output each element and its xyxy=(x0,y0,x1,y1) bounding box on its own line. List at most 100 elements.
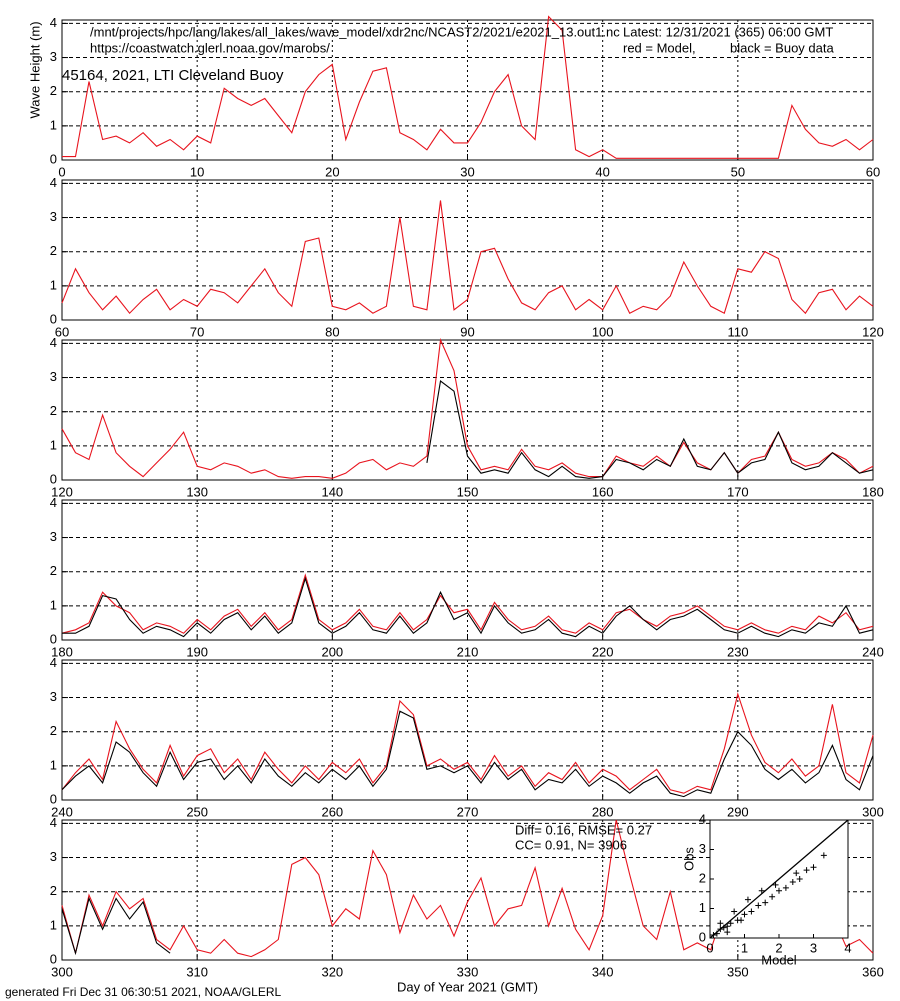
x-tick-label: 150 xyxy=(457,484,479,499)
y-tick-label: 0 xyxy=(699,929,706,944)
stat-annotation: CC= 0.91, N= 3906 xyxy=(515,837,627,852)
series-line xyxy=(61,710,874,798)
x-tick-label: 110 xyxy=(727,324,748,339)
x-tick-label: 350 xyxy=(727,964,749,979)
series-line xyxy=(61,200,874,315)
x-tick-label: 240 xyxy=(51,804,73,819)
x-tick-label: 330 xyxy=(457,964,479,979)
x-tick-label: 230 xyxy=(727,644,749,659)
footer: generated Fri Dec 31 06:30:51 2021, NOAA… xyxy=(5,985,281,999)
y-tick-label: 1 xyxy=(50,277,57,292)
scatter-point xyxy=(758,887,765,894)
scatter-point xyxy=(720,924,727,931)
x-tick-label: 70 xyxy=(190,324,204,339)
x-tick-label: 20 xyxy=(325,164,339,179)
y-tick-label: 1 xyxy=(50,917,57,932)
x-tick-label: 360 xyxy=(862,964,884,979)
x-tick-label: 40 xyxy=(595,164,609,179)
scatter-point xyxy=(776,887,782,894)
y-axis-label: Obs xyxy=(681,847,696,871)
x-tick-label: 260 xyxy=(321,804,343,819)
y-tick-label: 4 xyxy=(50,175,57,190)
y-tick-label: 1 xyxy=(50,117,57,132)
y-tick-label: 4 xyxy=(50,15,57,30)
scatter-point xyxy=(782,884,789,891)
x-tick-label: 1 xyxy=(741,940,748,955)
x-axis-label: Model xyxy=(761,952,797,967)
scatter-point xyxy=(731,908,738,915)
y-tick-label: 0 xyxy=(50,791,57,806)
y-tick-label: 0 xyxy=(50,151,57,166)
plot-frame xyxy=(61,499,874,641)
x-tick-label: 0 xyxy=(58,164,65,179)
y-axis-label: Wave Height (m) xyxy=(27,21,42,118)
plot-frame xyxy=(61,339,874,481)
x-tick-label: 220 xyxy=(592,644,614,659)
x-tick-label: 340 xyxy=(592,964,614,979)
scatter-point xyxy=(713,930,720,937)
x-tick-label: 60 xyxy=(866,164,880,179)
y-tick-label: 1 xyxy=(50,597,57,612)
x-tick-label: 300 xyxy=(51,964,73,979)
x-tick-label: 190 xyxy=(186,644,208,659)
x-tick-label: 210 xyxy=(457,644,479,659)
x-tick-label: 250 xyxy=(186,804,208,819)
y-tick-label: 4 xyxy=(50,655,57,670)
scatter-point xyxy=(803,867,810,874)
x-tick-label: 90 xyxy=(460,324,474,339)
y-tick-label: 2 xyxy=(50,723,57,738)
scatter-point xyxy=(796,876,803,882)
scatter-point xyxy=(810,864,817,871)
y-tick-label: 2 xyxy=(50,883,57,898)
scatter-point xyxy=(727,920,734,927)
scatter-point xyxy=(748,908,755,915)
y-tick-label: 2 xyxy=(50,243,57,258)
y-tick-label: 2 xyxy=(50,563,57,578)
y-tick-label: 0 xyxy=(50,631,57,646)
x-tick-label: 170 xyxy=(727,484,749,499)
scatter-point xyxy=(793,870,800,877)
series-line xyxy=(61,692,874,794)
plot-frame xyxy=(61,19,874,161)
plot-frame xyxy=(61,179,874,321)
x-tick-label: 180 xyxy=(862,484,884,499)
plot-frame xyxy=(61,659,874,801)
scatter-point xyxy=(738,917,745,924)
y-tick-label: 2 xyxy=(699,870,706,885)
annotation: 45164, 2021, LTI Cleveland Buoy xyxy=(62,67,284,84)
x-tick-label: 50 xyxy=(731,164,745,179)
x-tick-label: 100 xyxy=(592,324,614,339)
y-tick-label: 3 xyxy=(50,369,57,384)
scatter-point xyxy=(724,929,731,936)
legend-label: black = Buoy data xyxy=(730,40,834,55)
y-tick-label: 3 xyxy=(50,689,57,704)
scatter-point xyxy=(772,881,779,888)
y-tick-label: 4 xyxy=(699,811,706,826)
x-tick-label: 160 xyxy=(592,484,614,499)
legend-label: red = Model, xyxy=(623,40,696,55)
x-tick-label: 60 xyxy=(55,324,69,339)
scatter-point xyxy=(717,920,724,927)
annotation: /mnt/projects/hpc/lang/lakes/all_lakes/w… xyxy=(90,24,620,39)
x-tick-label: 320 xyxy=(321,964,343,979)
y-tick-label: 2 xyxy=(50,403,57,418)
annotation: Latest: 12/31/2021 (365) 06:00 GMT xyxy=(623,24,833,39)
y-tick-label: 3 xyxy=(50,49,57,64)
x-tick-label: 10 xyxy=(190,164,204,179)
scatter-point xyxy=(755,902,762,909)
scatter-point xyxy=(710,932,717,939)
series-line xyxy=(61,573,874,634)
x-tick-label: 0 xyxy=(706,940,713,955)
y-tick-label: 0 xyxy=(50,311,57,326)
x-tick-label: 2 xyxy=(775,940,782,955)
series-line xyxy=(426,380,874,479)
x-tick-label: 120 xyxy=(862,324,884,339)
x-tick-label: 30 xyxy=(460,164,474,179)
x-tick-label: 120 xyxy=(51,484,73,499)
y-tick-label: 0 xyxy=(50,471,57,486)
scatter-point xyxy=(769,893,776,900)
x-tick-label: 80 xyxy=(325,324,339,339)
x-tick-label: 200 xyxy=(321,644,343,659)
scatter-point xyxy=(717,926,724,933)
